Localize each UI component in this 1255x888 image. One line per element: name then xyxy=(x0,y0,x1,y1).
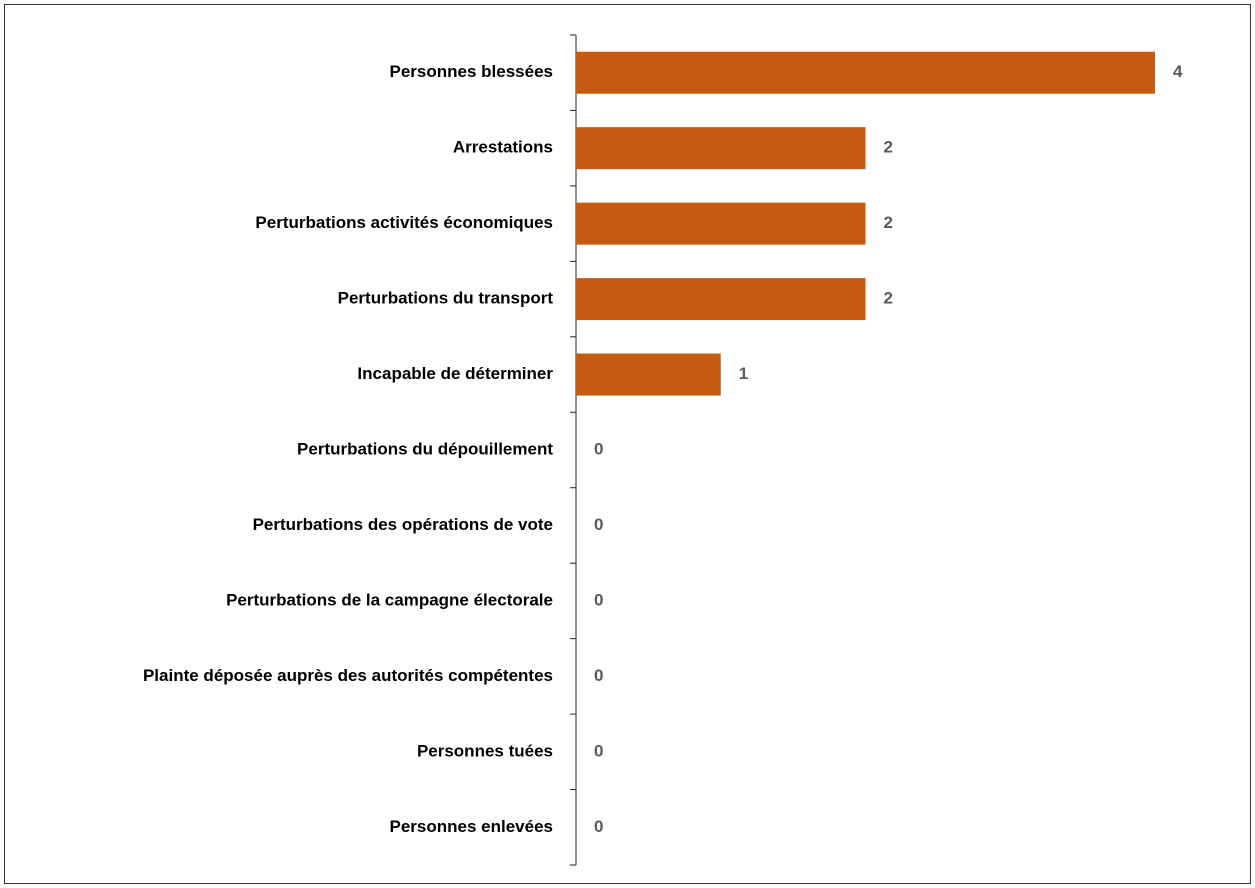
value-label: 2 xyxy=(884,289,893,308)
value-label: 0 xyxy=(594,590,603,609)
value-label: 2 xyxy=(884,213,893,232)
y-tick-label: Personnes enlevées xyxy=(390,817,553,836)
value-label: 0 xyxy=(594,515,603,534)
y-tick-label: Perturbations de la campagne électorale xyxy=(226,590,553,609)
y-tick-label: Personnes tuées xyxy=(417,741,553,760)
y-tick-label: Personnes blessées xyxy=(390,62,553,81)
y-tick-label: Perturbations des opérations de vote xyxy=(253,515,553,534)
value-label: 4 xyxy=(1173,62,1183,81)
value-label: 0 xyxy=(594,741,603,760)
bar xyxy=(576,51,1155,94)
value-label: 1 xyxy=(739,364,748,383)
y-tick-label: Arrestations xyxy=(453,138,553,157)
y-tick-label: Perturbations activités économiques xyxy=(255,213,553,232)
y-tick-label: Plainte déposée auprès des autorités com… xyxy=(143,666,553,685)
bar xyxy=(576,127,866,170)
bar xyxy=(576,202,866,245)
y-tick-label: Perturbations du dépouillement xyxy=(297,439,553,458)
bar xyxy=(576,353,721,396)
y-tick-label: Perturbations du transport xyxy=(338,289,554,308)
value-label: 0 xyxy=(594,666,603,685)
value-label: 0 xyxy=(594,817,603,836)
value-label: 0 xyxy=(594,439,603,458)
value-label: 2 xyxy=(884,138,893,157)
y-tick-label: Incapable de déterminer xyxy=(357,364,553,383)
bar xyxy=(576,278,866,321)
